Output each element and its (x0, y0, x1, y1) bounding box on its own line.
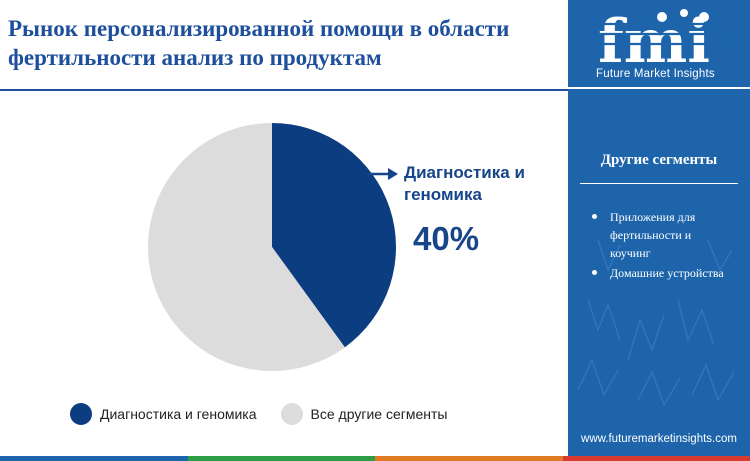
bullet-icon (592, 214, 597, 219)
other-segments-heading: Другие сегменты (600, 152, 718, 168)
pie-slice-other (147, 123, 345, 371)
brand-tagline: Future Market Insights (596, 68, 715, 80)
pie-chart (147, 123, 396, 371)
panel-divider (568, 87, 750, 89)
legend-item-diagnostics: Диагностика и геномика (70, 403, 257, 425)
highlight-value: 40% (413, 220, 480, 257)
list-item: Приложения для фертильности и коучинг (592, 208, 732, 262)
legend-swatch (280, 403, 303, 425)
fmi-logo: fmi (596, 7, 726, 77)
other-segments-list: Приложения для фертильности и коучинг До… (592, 208, 732, 284)
other-segments-rule (580, 183, 738, 184)
list-item: Домашние устройства (592, 264, 732, 282)
panel-texture (577, 239, 735, 407)
legend-label: Диагностика и геномика (100, 406, 257, 422)
page-title: Рынок персонализированной помощи в облас… (8, 16, 510, 70)
arrow-right-icon (368, 168, 398, 180)
highlight-label: Диагностика и геномика (404, 163, 525, 204)
side-panel (568, 0, 750, 461)
logo-text: fmi (598, 7, 710, 77)
footer-color-bar (0, 456, 750, 461)
pie-slice-diagnostics (272, 123, 396, 348)
legend-label: Все другие сегменты (310, 406, 448, 422)
website-link[interactable]: www.futuremarketinsights.com (581, 433, 737, 445)
title-divider (0, 89, 568, 91)
chart-legend: Диагностика и геномика Все другие сегмен… (70, 402, 471, 426)
legend-swatch (70, 403, 92, 425)
legend-item-other: Все другие сегменты (280, 403, 448, 425)
bullet-icon (592, 270, 597, 275)
